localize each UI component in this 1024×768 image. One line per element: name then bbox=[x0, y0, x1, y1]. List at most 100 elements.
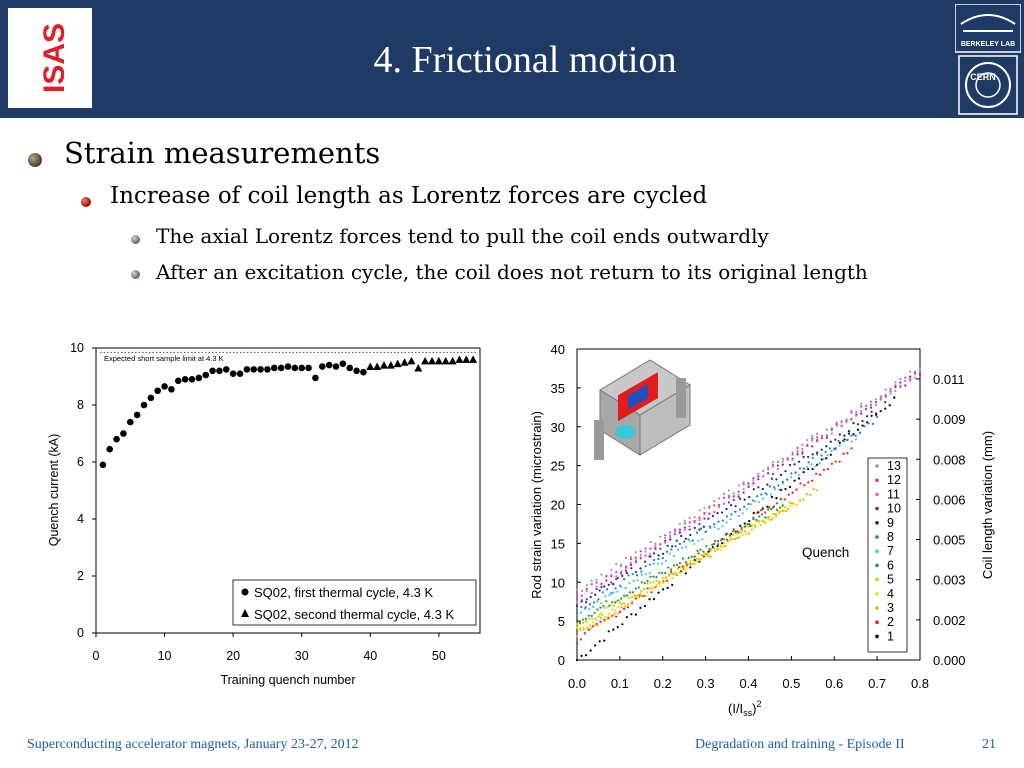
chart2-point bbox=[644, 547, 647, 550]
chart2-point bbox=[580, 654, 583, 657]
chart2-point bbox=[610, 575, 613, 578]
chart2-point bbox=[649, 552, 652, 555]
chart2-point bbox=[790, 502, 793, 505]
chart2-point bbox=[753, 523, 756, 527]
chart1-point-first-cycle bbox=[154, 387, 162, 395]
chart2-point bbox=[669, 534, 672, 537]
chart2-point bbox=[683, 528, 686, 531]
chart2-point bbox=[717, 527, 720, 531]
chart2-point bbox=[837, 439, 840, 442]
chart1-point-second-cycle bbox=[469, 355, 478, 363]
chart2-series-6 bbox=[575, 504, 784, 624]
chart2-point bbox=[826, 454, 829, 457]
chart2-x-tick-label: 0.3 bbox=[697, 676, 715, 691]
chart2-point bbox=[847, 430, 851, 433]
chart2-point bbox=[590, 583, 593, 586]
bullet-coil-length: Increase of coil length as Lorentz force… bbox=[110, 183, 708, 209]
chart2-point bbox=[734, 505, 737, 508]
chart2-point bbox=[894, 386, 897, 389]
chart2-point bbox=[624, 565, 628, 568]
chart2-point bbox=[771, 472, 775, 475]
chart2-point bbox=[701, 538, 704, 541]
chart2-legend-marker bbox=[875, 634, 879, 639]
chart2-point bbox=[747, 525, 750, 528]
chart2-point bbox=[575, 623, 579, 626]
chart2-point bbox=[869, 403, 873, 407]
chart2-point bbox=[889, 390, 892, 393]
chart2-point bbox=[811, 445, 814, 448]
chart2-point bbox=[687, 538, 690, 541]
chart2-point bbox=[742, 483, 745, 486]
chart2-point bbox=[596, 600, 599, 603]
chart2-point bbox=[718, 506, 721, 509]
chart2-point bbox=[820, 454, 823, 457]
chart2-point bbox=[852, 433, 855, 436]
chart2-point bbox=[772, 505, 776, 508]
chart1-point-first-cycle bbox=[264, 366, 271, 373]
chart2-point bbox=[798, 473, 801, 476]
chart2-point bbox=[575, 588, 579, 591]
chart2-point bbox=[683, 526, 686, 529]
chart1-point-first-cycle bbox=[140, 401, 148, 409]
chart2-point bbox=[738, 508, 742, 511]
chart2-point bbox=[803, 467, 806, 470]
chart1-point-second-cycle bbox=[414, 363, 423, 372]
chart2-point bbox=[584, 654, 588, 657]
chart2-point bbox=[600, 602, 603, 605]
chart2-point bbox=[595, 622, 598, 626]
chart2-point bbox=[725, 507, 728, 511]
chart2-point bbox=[656, 562, 659, 565]
chart2-point bbox=[869, 400, 873, 404]
chart1-point-first-cycle bbox=[229, 370, 237, 377]
chart2-point bbox=[918, 371, 922, 374]
chart1-point-first-cycle bbox=[284, 363, 292, 370]
chart2-point bbox=[620, 563, 623, 566]
chart2-point bbox=[575, 592, 579, 595]
chart2-point bbox=[639, 591, 642, 595]
chart2-point bbox=[675, 563, 679, 567]
chart1-x-tick-label: 50 bbox=[432, 649, 446, 663]
chart2-point bbox=[767, 515, 771, 519]
chart2-point bbox=[664, 537, 667, 540]
chart2-point bbox=[717, 543, 720, 546]
chart2-point bbox=[725, 538, 729, 541]
legend-triangle-marker bbox=[241, 609, 249, 617]
chart2-point bbox=[807, 461, 810, 464]
chart2-point bbox=[669, 536, 672, 539]
chart2-point bbox=[730, 513, 733, 516]
chart2-point bbox=[770, 477, 773, 480]
chart2-point bbox=[623, 578, 626, 581]
chart2-point bbox=[668, 552, 672, 555]
chart2-point bbox=[684, 537, 687, 540]
chart2-legend-marker bbox=[875, 620, 879, 624]
slide-title: 4. Frictional motion bbox=[373, 39, 677, 81]
chart2-point bbox=[753, 500, 756, 503]
chart2-point bbox=[678, 528, 682, 531]
chart2-point bbox=[586, 626, 589, 629]
chart2-point bbox=[845, 420, 848, 423]
chart2-point bbox=[650, 591, 653, 594]
chart2-point bbox=[893, 396, 896, 399]
slide-header bbox=[0, 0, 1024, 118]
chart2-point bbox=[826, 468, 829, 471]
chart2-point bbox=[575, 642, 579, 645]
chart2-point bbox=[693, 542, 696, 546]
chart2-point bbox=[811, 479, 814, 482]
chart1-point-second-cycle bbox=[455, 355, 464, 363]
chart1-legend: SQ02, first thermal cycle, 4.3 K SQ02, s… bbox=[232, 579, 477, 626]
chart2-point bbox=[649, 555, 652, 558]
chart2-point bbox=[716, 545, 719, 548]
chart2-point bbox=[779, 488, 783, 491]
chart2-point bbox=[879, 409, 882, 413]
chart1-point-first-cycle bbox=[113, 435, 120, 443]
chart1-point-first-cycle bbox=[332, 363, 340, 370]
chart2-point bbox=[776, 460, 780, 463]
chart2-point bbox=[742, 491, 745, 494]
chart1-point-second-cycle bbox=[434, 356, 443, 365]
chart2-point bbox=[757, 521, 760, 524]
chart2-point bbox=[729, 518, 732, 521]
chart1-point-first-cycle bbox=[188, 376, 196, 383]
isas-logo-text: ISAS bbox=[38, 23, 71, 93]
chart2-point bbox=[664, 559, 668, 563]
chart2-point bbox=[696, 549, 699, 552]
